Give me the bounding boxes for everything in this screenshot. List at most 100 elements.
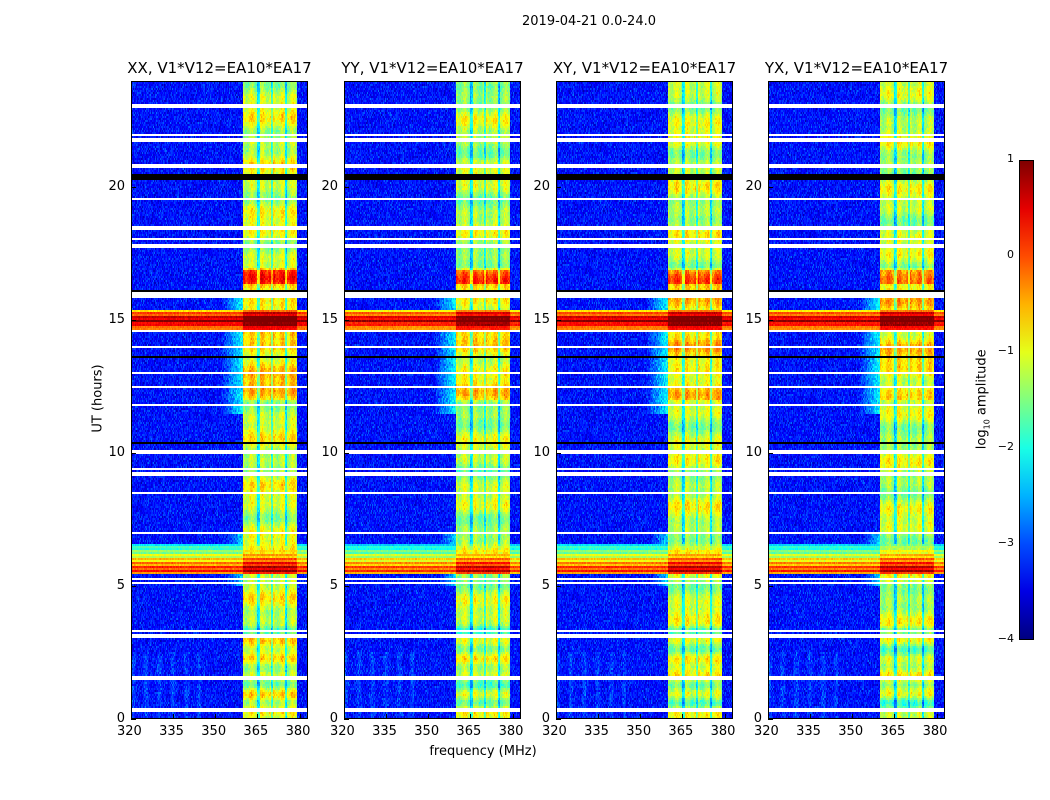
spectrogram-panel <box>344 81 521 719</box>
y-tick-mark <box>556 320 561 322</box>
x-tick-mark <box>682 714 684 719</box>
x-tick-mark <box>257 714 259 719</box>
x-tick-mark <box>131 714 132 719</box>
x-tick-mark <box>512 714 514 719</box>
x-tick-label: 335 <box>372 724 397 739</box>
x-tick-mark <box>470 714 472 719</box>
y-tick-label: 5 <box>541 578 550 594</box>
panel-title: YY, V1*V12=EA10*EA17 <box>341 59 524 77</box>
colorbar-label-sub: 10 <box>982 419 992 430</box>
x-tick-label: 380 <box>710 724 736 739</box>
x-tick-label: 335 <box>584 724 609 739</box>
x-tick-label: 320 <box>117 724 142 739</box>
spectrogram-panel <box>556 81 733 719</box>
colorbar-tick-label: 1 <box>1007 152 1014 165</box>
x-tick-label: 365 <box>243 724 269 739</box>
y-tick-label: 0 <box>541 711 550 726</box>
figure-title: 2019-04-21 0.0-24.0 <box>522 14 656 29</box>
spectrogram-heatmap <box>769 82 944 718</box>
y-tick-label: 20 <box>108 179 125 195</box>
y-tick-mark <box>768 187 773 189</box>
y-tick-label: 0 <box>116 711 125 726</box>
y-tick-label: 0 <box>329 711 338 726</box>
x-tick-mark <box>428 714 430 719</box>
colorbar-label-rest: amplitude <box>974 349 990 420</box>
colorbar-label: log10 amplitude <box>975 329 992 469</box>
x-tick-mark <box>810 714 812 719</box>
y-tick-label: 10 <box>108 445 125 461</box>
x-tick-label: 365 <box>880 724 906 739</box>
y-tick-mark <box>131 719 136 720</box>
colorbar <box>1019 160 1034 640</box>
x-tick-label: 350 <box>838 724 864 739</box>
x-tick-mark <box>299 714 301 719</box>
y-tick-label: 15 <box>533 312 550 328</box>
y-tick-label: 20 <box>533 179 550 195</box>
y-tick-mark <box>556 453 561 455</box>
colorbar-tick-label: −4 <box>997 632 1014 645</box>
x-tick-label: 365 <box>668 724 694 739</box>
x-tick-label: 350 <box>201 724 227 739</box>
x-tick-mark <box>936 714 938 719</box>
y-tick-label: 15 <box>108 312 125 328</box>
x-tick-mark <box>215 714 217 719</box>
y-tick-label: 5 <box>753 578 762 594</box>
y-tick-label: 0 <box>753 711 762 726</box>
x-tick-mark <box>724 714 726 719</box>
y-axis-label: UT (hours) <box>90 364 106 433</box>
x-tick-mark <box>852 714 854 719</box>
y-tick-mark <box>131 453 136 455</box>
y-tick-label: 15 <box>745 312 762 328</box>
x-tick-label: 335 <box>159 724 184 739</box>
x-tick-label: 320 <box>330 724 355 739</box>
colorbar-tick-label: −3 <box>997 536 1014 549</box>
x-tick-label: 350 <box>414 724 440 739</box>
x-tick-label: 320 <box>542 724 567 739</box>
y-tick-label: 20 <box>321 179 338 195</box>
y-tick-label: 10 <box>745 445 762 461</box>
panel-title: XY, V1*V12=EA10*EA17 <box>552 59 737 77</box>
x-tick-label: 380 <box>285 724 311 739</box>
spectrogram-panel <box>131 81 308 719</box>
y-tick-mark <box>131 586 136 588</box>
y-tick-label: 15 <box>321 312 338 328</box>
y-tick-label: 5 <box>329 578 338 594</box>
x-axis-label: frequency (MHz) <box>429 744 537 759</box>
x-tick-label: 335 <box>796 724 821 739</box>
colorbar-tick-label: 0 <box>1007 248 1014 261</box>
y-tick-mark <box>768 586 773 588</box>
x-tick-label: 365 <box>456 724 482 739</box>
y-tick-label: 20 <box>745 179 762 195</box>
x-tick-mark <box>640 714 642 719</box>
y-tick-mark <box>768 453 773 455</box>
x-tick-mark <box>768 714 769 719</box>
x-tick-mark <box>344 714 345 719</box>
x-tick-mark <box>894 714 896 719</box>
y-tick-label: 10 <box>533 445 550 461</box>
y-tick-mark <box>344 719 349 720</box>
x-tick-mark <box>556 714 557 719</box>
y-tick-mark <box>131 187 136 189</box>
colorbar-tick-label: −1 <box>997 344 1014 357</box>
y-tick-mark <box>556 586 561 588</box>
x-tick-mark <box>173 714 175 719</box>
y-tick-mark <box>556 187 561 189</box>
spectrogram-panel <box>768 81 945 719</box>
y-tick-mark <box>556 719 561 720</box>
x-tick-label: 320 <box>754 724 779 739</box>
y-tick-mark <box>344 586 349 588</box>
colorbar-tick-label: −2 <box>997 440 1014 453</box>
y-tick-mark <box>344 187 349 189</box>
spectrogram-heatmap <box>345 82 520 718</box>
panel-title: YX, V1*V12=EA10*EA17 <box>764 59 949 77</box>
y-tick-mark <box>131 320 136 322</box>
panel-title: XX, V1*V12=EA10*EA17 <box>127 59 312 77</box>
y-tick-mark <box>344 453 349 455</box>
spectrogram-heatmap <box>132 82 307 718</box>
x-tick-label: 380 <box>922 724 948 739</box>
x-tick-mark <box>598 714 600 719</box>
y-tick-label: 10 <box>321 445 338 461</box>
x-tick-label: 350 <box>626 724 652 739</box>
y-tick-mark <box>344 320 349 322</box>
